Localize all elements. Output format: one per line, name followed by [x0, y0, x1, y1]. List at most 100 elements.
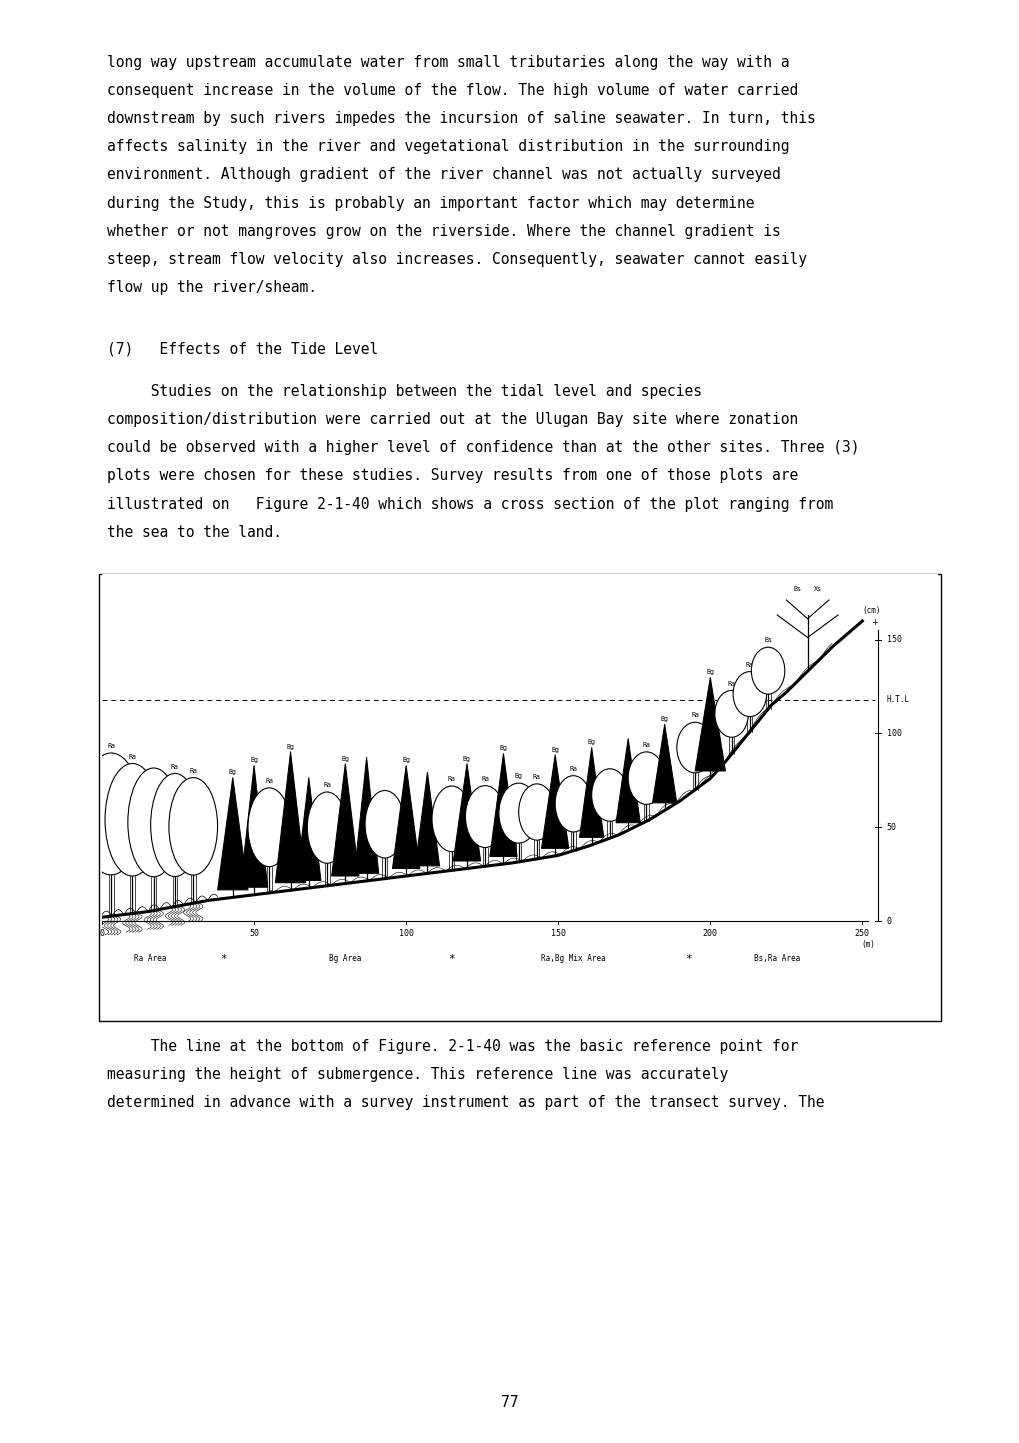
Text: *: *: [685, 954, 692, 964]
Text: 50: 50: [886, 823, 896, 831]
Ellipse shape: [169, 778, 217, 874]
Text: H.T.L: H.T.L: [886, 696, 909, 704]
Text: plots were chosen for these studies. Survey results from one of those plots are: plots were chosen for these studies. Sur…: [107, 469, 798, 483]
Text: long way upstream accumulate water from small tributaries along the way with a: long way upstream accumulate water from …: [107, 55, 789, 69]
Text: Xs: Xs: [813, 586, 821, 593]
Ellipse shape: [591, 769, 628, 821]
Polygon shape: [489, 753, 517, 857]
Ellipse shape: [628, 752, 664, 804]
Text: Ra: Ra: [691, 713, 698, 719]
Text: the sea to the land.: the sea to the land.: [107, 525, 282, 540]
Text: *: *: [448, 954, 454, 964]
Ellipse shape: [151, 773, 199, 876]
Text: steep, stream flow velocity also increases. Consequently, seawater cannot easily: steep, stream flow velocity also increas…: [107, 251, 806, 267]
Text: downstream by such rivers impedes the incursion of saline seawater. In turn, thi: downstream by such rivers impedes the in…: [107, 111, 815, 126]
Polygon shape: [615, 739, 640, 823]
Text: +: +: [870, 618, 877, 626]
Text: illustrated on   Figure 2-1-40 which shows a cross section of the plot ranging f: illustrated on Figure 2-1-40 which shows…: [107, 496, 833, 512]
Text: Bg: Bg: [341, 756, 348, 762]
Text: Ra: Ra: [745, 662, 753, 668]
Text: 200: 200: [702, 928, 717, 938]
Text: Bs: Bs: [763, 638, 771, 644]
Ellipse shape: [519, 784, 554, 840]
Polygon shape: [415, 772, 439, 866]
Text: Bg: Bg: [228, 769, 236, 775]
Text: (cm): (cm): [861, 606, 879, 615]
Polygon shape: [217, 778, 248, 890]
Ellipse shape: [465, 785, 504, 847]
Text: Ra: Ra: [642, 742, 650, 747]
Text: Ra: Ra: [107, 743, 115, 749]
Polygon shape: [652, 724, 677, 802]
Text: could be observed with a higher level of confidence than at the other sites. Thr: could be observed with a higher level of…: [107, 440, 859, 456]
Text: Bg: Bg: [499, 746, 507, 752]
Ellipse shape: [733, 671, 766, 717]
Polygon shape: [392, 765, 420, 869]
Ellipse shape: [105, 763, 160, 876]
Text: Ra,Bg Mix Area: Ra,Bg Mix Area: [540, 954, 605, 962]
Text: during the Study, this is probably an important factor which may determine: during the Study, this is probably an im…: [107, 195, 754, 211]
Text: 50: 50: [249, 928, 259, 938]
Text: 0: 0: [886, 916, 891, 925]
Ellipse shape: [677, 723, 712, 773]
Polygon shape: [240, 765, 268, 887]
Text: Bg: Bg: [515, 773, 522, 779]
Text: measuring the height of submergence. This reference line was accurately: measuring the height of submergence. Thi…: [107, 1066, 728, 1082]
Ellipse shape: [498, 784, 538, 843]
Text: whether or not mangroves grow on the riverside. Where the channel gradient is: whether or not mangroves grow on the riv…: [107, 224, 781, 238]
Text: Bg: Bg: [705, 670, 713, 675]
Text: Ra: Ra: [128, 753, 137, 760]
Text: 100: 100: [886, 729, 901, 737]
Text: flow up the river/sheam.: flow up the river/sheam.: [107, 280, 317, 294]
Text: Ra: Ra: [323, 782, 331, 788]
Text: Bg Area: Bg Area: [329, 954, 361, 962]
Text: (m): (m): [861, 939, 874, 948]
Text: Studies on the relationship between the tidal level and species: Studies on the relationship between the …: [107, 384, 701, 400]
Polygon shape: [579, 747, 603, 837]
Text: Fig. 2-1-40    Sectional Profile of Mangrove Zonation in Ulugan Bay: Fig. 2-1-40 Sectional Profile of Mangrov…: [107, 986, 667, 1000]
Text: determined in advance with a survey instrument as part of the transect survey. T: determined in advance with a survey inst…: [107, 1095, 823, 1110]
Text: Ra: Ra: [569, 766, 577, 772]
Text: Ra: Ra: [447, 776, 455, 782]
Text: 0: 0: [100, 928, 104, 938]
Text: Bg: Bg: [587, 739, 595, 746]
Text: Ra: Ra: [190, 768, 197, 773]
Text: 150: 150: [550, 928, 566, 938]
Text: Bg: Bg: [550, 746, 558, 753]
Text: (7)   Effects of the Tide Level: (7) Effects of the Tide Level: [107, 342, 378, 356]
Ellipse shape: [714, 690, 748, 737]
Text: The line at the bottom of Figure. 2-1-40 was the basic reference point for: The line at the bottom of Figure. 2-1-40…: [107, 1039, 798, 1053]
Bar: [99, 574, 941, 1022]
Polygon shape: [275, 752, 306, 883]
Text: 100: 100: [398, 928, 414, 938]
Polygon shape: [452, 763, 480, 861]
Text: Ra Area: Ra Area: [135, 954, 167, 962]
Ellipse shape: [307, 792, 346, 863]
Polygon shape: [354, 758, 378, 873]
Text: environment. Although gradient of the river channel was not actually surveyed: environment. Although gradient of the ri…: [107, 167, 781, 182]
Text: Bs: Bs: [793, 586, 801, 593]
Text: Ra: Ra: [265, 778, 273, 784]
Ellipse shape: [248, 788, 290, 867]
Text: 250: 250: [854, 928, 869, 938]
Text: affects salinity in the river and vegetational distribution in the surrounding: affects salinity in the river and vegeta…: [107, 139, 789, 154]
Text: Ra: Ra: [532, 773, 540, 781]
Text: Bg: Bg: [660, 716, 668, 723]
Text: Bg: Bg: [286, 743, 294, 749]
Ellipse shape: [432, 786, 471, 851]
Text: 150: 150: [886, 635, 901, 644]
Ellipse shape: [81, 753, 142, 874]
Text: Ra: Ra: [727, 681, 735, 687]
Text: Bg: Bg: [250, 758, 258, 763]
Ellipse shape: [554, 776, 591, 833]
Polygon shape: [541, 755, 569, 848]
Polygon shape: [694, 677, 725, 771]
Text: Bg: Bg: [401, 758, 410, 763]
Polygon shape: [297, 778, 321, 880]
Ellipse shape: [127, 768, 179, 877]
Text: *: *: [220, 954, 227, 964]
Text: Bs,Ra Area: Bs,Ra Area: [753, 954, 800, 962]
Text: Ra: Ra: [481, 776, 489, 782]
Ellipse shape: [751, 648, 784, 694]
Text: Ra: Ra: [171, 763, 178, 769]
